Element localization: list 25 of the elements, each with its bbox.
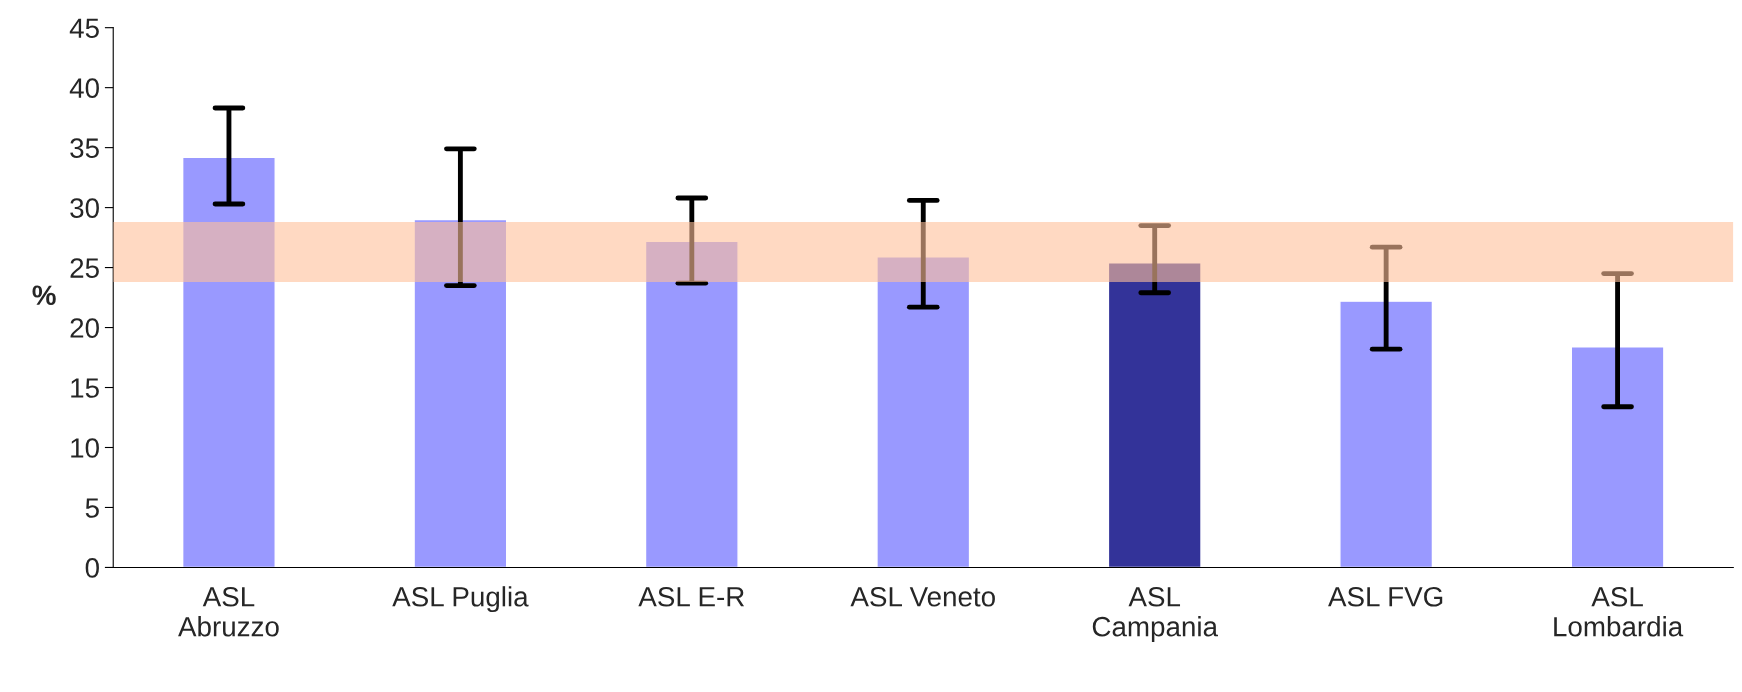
x-tick-label: ASL Veneto xyxy=(850,586,995,607)
bar xyxy=(1570,346,1665,568)
x-tick-label: ASL E-R xyxy=(638,586,745,607)
bar xyxy=(644,240,739,568)
x-tick-label: ASL Abruzzo xyxy=(178,586,279,637)
bar xyxy=(181,156,276,568)
x-tick-label: ASL Campania xyxy=(1092,586,1219,642)
y-tick-label: 45 xyxy=(69,18,99,39)
bar xyxy=(1107,262,1202,568)
y-tick-label: 40 xyxy=(69,78,99,98)
y-tick-label: 5 xyxy=(85,498,99,518)
x-tick-label: ASL FVG xyxy=(1328,586,1443,607)
y-tick-label: 15 xyxy=(71,378,99,398)
x-tick-label: ASL Lombardia xyxy=(1554,586,1684,637)
y-tick-label: 25 xyxy=(70,258,99,278)
y-tick-label: 20 xyxy=(70,318,99,338)
bar xyxy=(876,256,971,568)
bar xyxy=(413,218,508,568)
x-tick-label: ASL Puglia xyxy=(392,586,529,613)
y-axis-title: % xyxy=(32,285,56,305)
y-tick-label: 30 xyxy=(70,198,99,218)
y-tick-label: 10 xyxy=(71,438,99,458)
y-tick-label: 0 xyxy=(85,558,99,578)
bar xyxy=(1339,300,1434,568)
y-tick-label: 35 xyxy=(70,138,99,158)
